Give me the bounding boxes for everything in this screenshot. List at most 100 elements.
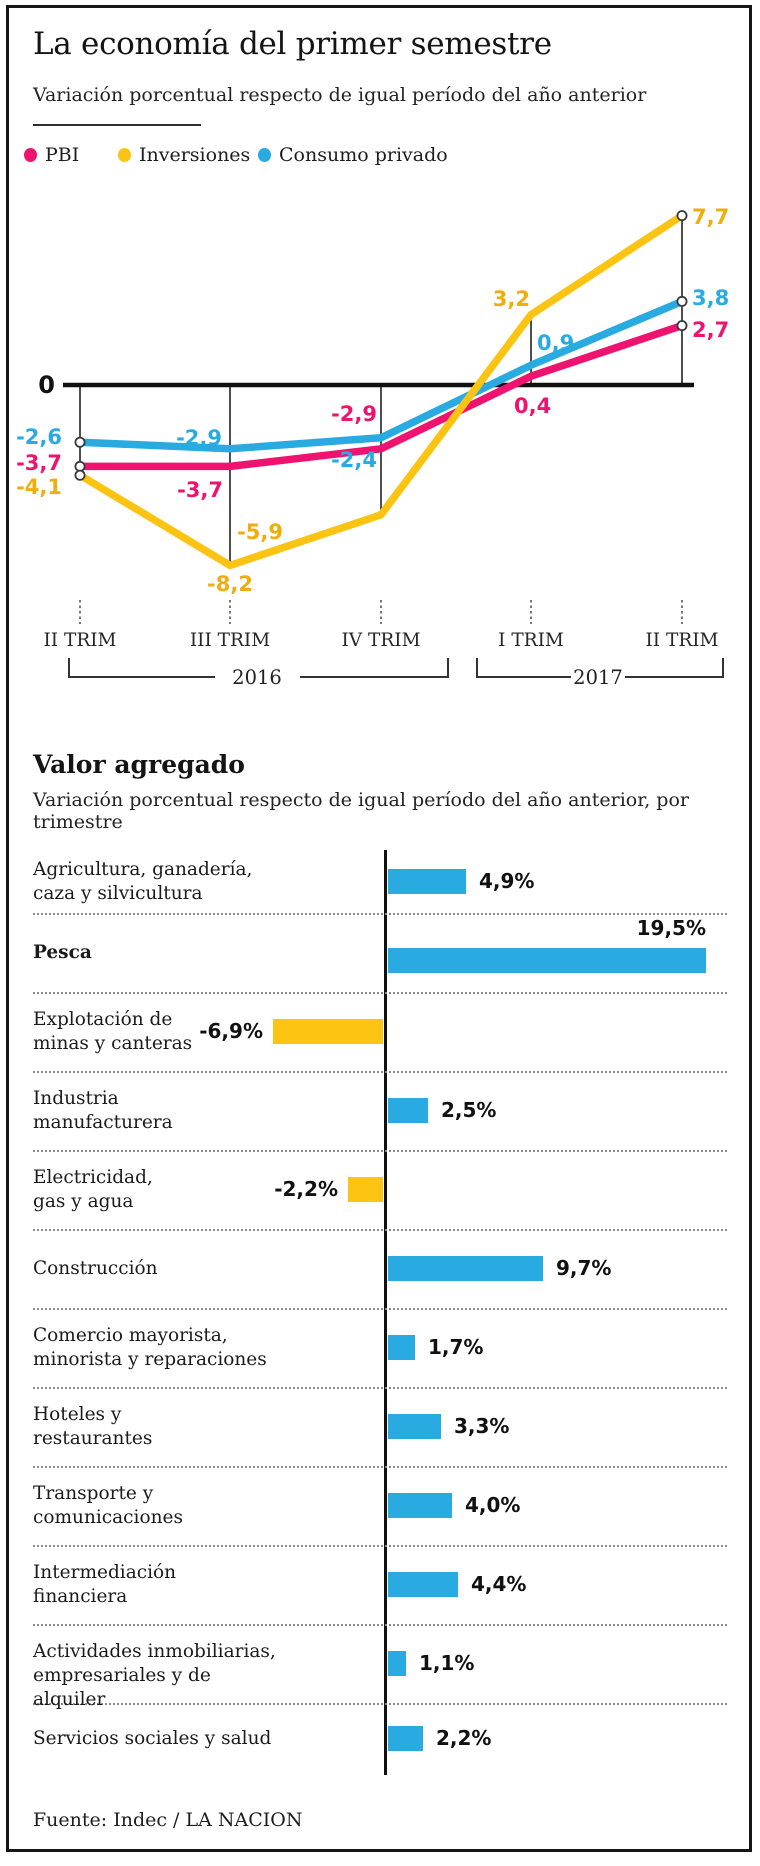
page-subtitle: Variación porcentual respecto de igual p…	[33, 84, 647, 106]
section-title: Valor agregado	[33, 750, 245, 779]
bar-category-label: Construcción	[33, 1257, 283, 1281]
row-separator	[33, 1703, 727, 1705]
point-value-label: -5,9	[237, 520, 283, 544]
bar-category-label: Actividades inmobiliarias, empresariales …	[33, 1640, 283, 1712]
bar	[388, 1493, 452, 1518]
point-value-label: -3,7	[177, 478, 223, 502]
year-label: 2016	[232, 666, 282, 689]
bar	[388, 1726, 423, 1751]
bar-value-label: 4,0%	[465, 1492, 521, 1517]
bar	[388, 1256, 543, 1281]
legend-dot	[118, 148, 131, 162]
data-point-marker	[74, 436, 86, 448]
legend-dot	[258, 148, 271, 162]
border-frame	[6, 5, 752, 1852]
data-point-marker	[74, 469, 86, 481]
bar-value-label: -2,2%	[274, 1176, 338, 1201]
category-line: Pesca	[33, 941, 92, 963]
point-value-label: 7,7	[692, 205, 729, 229]
legend-item-consumo-privado: Consumo privado	[258, 144, 448, 166]
point-value-label: 0,4	[514, 394, 551, 418]
bar	[388, 869, 466, 894]
row-separator	[33, 1466, 727, 1468]
source-note: Fuente: Indec / LA NACION	[33, 1809, 303, 1831]
row-separator	[33, 913, 727, 915]
bar-value-label: 3,3%	[454, 1413, 510, 1438]
category-line: Servicios sociales y salud	[33, 1727, 272, 1749]
zero-label: 0	[38, 371, 55, 399]
bar	[388, 948, 706, 973]
category-line: Intermediación	[33, 1561, 177, 1583]
category-line: caza y silvicultura	[33, 882, 203, 904]
bar-category-label: Industria manufacturera	[33, 1087, 283, 1135]
category-line: minas y canteras	[33, 1032, 193, 1054]
point-value-label: -4,1	[16, 475, 62, 499]
row-separator	[33, 1624, 727, 1626]
category-line: empresariales y de alquiler	[33, 1664, 211, 1710]
bar-value-label: 4,4%	[471, 1571, 527, 1596]
category-line: gas y agua	[33, 1190, 134, 1212]
bar-category-label: Intermediación financiera	[33, 1561, 283, 1609]
category-line: Hoteles y	[33, 1403, 122, 1425]
legend-item-pbi: PBI	[24, 144, 79, 166]
category-line: Explotación de	[33, 1008, 173, 1030]
category-line: Transporte y	[33, 1482, 154, 1504]
category-line: restaurantes	[33, 1427, 153, 1449]
category-line: comunicaciones	[33, 1506, 183, 1528]
bar-category-label: Hoteles y restaurantes	[33, 1403, 283, 1451]
bar	[388, 1098, 428, 1123]
bar-value-label: 19,5%	[636, 916, 706, 940]
legend-item-inversiones: Inversiones	[118, 144, 250, 166]
bar-category-label: Electricidad, gas y agua	[33, 1166, 283, 1214]
bar-value-label: 2,2%	[436, 1725, 492, 1750]
bar-category-label: Pesca	[33, 941, 283, 965]
legend-dot	[24, 148, 37, 162]
point-value-label: -2,9	[176, 426, 222, 450]
section-subtitle: Variación porcentual respecto de igual p…	[33, 789, 689, 833]
category-line: minorista y reparaciones	[33, 1348, 267, 1370]
point-value-label: -2,9	[331, 402, 377, 426]
point-value-label: -2,6	[16, 425, 62, 449]
category-line: manufacturera	[33, 1111, 173, 1133]
bar-value-label: 1,1%	[419, 1650, 475, 1675]
row-separator	[33, 1071, 727, 1073]
row-separator	[33, 1545, 727, 1547]
row-separator	[33, 992, 727, 994]
series-line-pbi	[76, 321, 686, 471]
bar	[273, 1019, 383, 1044]
legend-label: Consumo privado	[279, 144, 448, 166]
point-value-label: 2,7	[692, 318, 729, 342]
legend-label: Inversiones	[139, 144, 251, 166]
year-label: 2017	[573, 666, 623, 689]
year-bracket	[68, 658, 449, 678]
bar-value-label: -6,9%	[199, 1018, 263, 1043]
bar	[388, 1414, 441, 1439]
x-category-label: III TRIM	[190, 630, 270, 651]
row-separator	[33, 1150, 727, 1152]
bar-chart: Agricultura, ganadería, caza y silvicultu…	[33, 850, 727, 1775]
legend-label: PBI	[45, 144, 80, 166]
series-line-consumo-privado	[76, 297, 686, 453]
bar-value-label: 2,5%	[441, 1097, 497, 1122]
bar-category-label: Agricultura, ganadería, caza y silvicultu…	[33, 858, 283, 906]
x-category-label: IV TRIM	[341, 630, 420, 651]
category-line: Agricultura, ganadería,	[33, 858, 253, 880]
category-line: Actividades inmobiliarias,	[33, 1640, 276, 1662]
point-value-label: 0,9	[537, 331, 574, 355]
bar-category-label: Transporte y comunicaciones	[33, 1482, 283, 1530]
x-category-label: II TRIM	[43, 630, 116, 651]
category-line: Comercio mayorista,	[33, 1324, 228, 1346]
x-category-label: II TRIM	[645, 630, 718, 651]
point-value-label: -8,2	[207, 572, 253, 596]
bar-chart-axis	[384, 850, 387, 1775]
bar	[388, 1651, 406, 1676]
category-line: Industria	[33, 1087, 119, 1109]
title-divider	[33, 124, 201, 126]
bar	[388, 1335, 415, 1360]
series-line-inversiones	[76, 211, 686, 570]
row-separator	[33, 1229, 727, 1231]
category-line: Electricidad,	[33, 1166, 153, 1188]
row-separator	[33, 1308, 727, 1310]
page-title: La economía del primer semestre	[33, 26, 552, 62]
